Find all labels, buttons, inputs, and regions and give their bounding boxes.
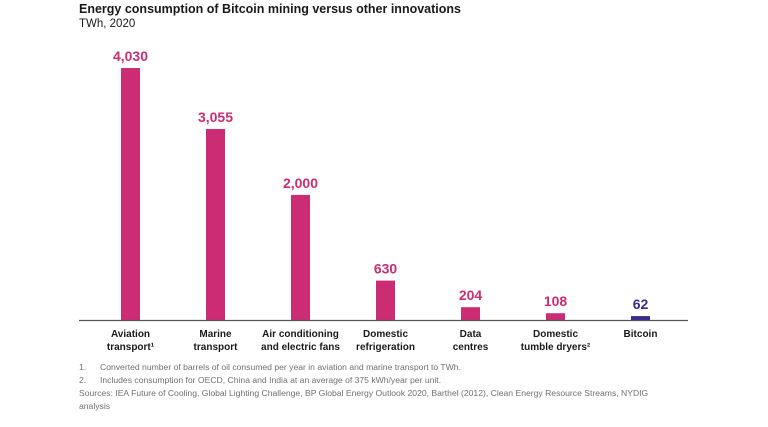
bar-chart: 4,030 Aviation transport¹ 3,055 Marine transp… — [79, 48, 688, 353]
bar-air-conditioning-and-electric-fans — [291, 194, 310, 320]
value-label-data-centres: 204 — [459, 287, 483, 303]
footnote-2-text: Includes consumption for OECD, China and… — [100, 375, 442, 385]
footnote-2-number: 2. — [79, 375, 87, 385]
category-label-air-conditioning-and-electric-fans: Air conditioning and electric fans — [261, 329, 340, 353]
chart-title: Energy consumption of Bitcoin mining ver… — [79, 2, 461, 16]
category-label-data-centres: Data centres — [453, 329, 489, 353]
category-label-aviation-transport: Aviation transport¹ — [107, 329, 155, 353]
value-label-marine-transport: 3,055 — [198, 109, 233, 125]
footnotes: 1. Converted number of barrels of oil con… — [79, 361, 739, 413]
footnote-1: 1. Converted number of barrels of oil con… — [79, 361, 739, 374]
value-label-bitcoin: 62 — [633, 296, 649, 312]
value-label-domestic-refrigeration: 630 — [374, 261, 398, 277]
category-label-domestic-refrigeration: Domestic refrigeration — [356, 329, 415, 353]
footnote-2: 2. Includes consumption for OECD, China a… — [79, 374, 739, 387]
bar-domestic-tumble-dryers — [546, 313, 565, 320]
category-label-marine-transport: Marine transport — [194, 329, 239, 353]
bar-aviation-transport — [121, 68, 140, 320]
footnote-1-text: Converted number of barrels of oil consu… — [100, 362, 461, 372]
bar-domestic-refrigeration — [376, 280, 395, 320]
bar-data-centres — [461, 307, 480, 320]
value-label-domestic-tumble-dryers: 108 — [544, 293, 568, 309]
bar-marine-transport — [206, 129, 225, 320]
bar-bitcoin — [631, 316, 650, 320]
category-label-bitcoin: Bitcoin — [624, 329, 658, 340]
chart-subtitle: TWh, 2020 — [79, 18, 136, 30]
footnote-1-number: 1. — [79, 362, 87, 372]
sources-note: Sources: IEA Future of Cooling, Global L… — [79, 388, 649, 411]
category-label-domestic-tumble-dryers: Domestic tumble dryers² — [521, 329, 591, 353]
value-label-air-conditioning-and-electric-fans: 2,000 — [283, 175, 318, 191]
value-label-aviation-transport: 4,030 — [113, 48, 148, 64]
